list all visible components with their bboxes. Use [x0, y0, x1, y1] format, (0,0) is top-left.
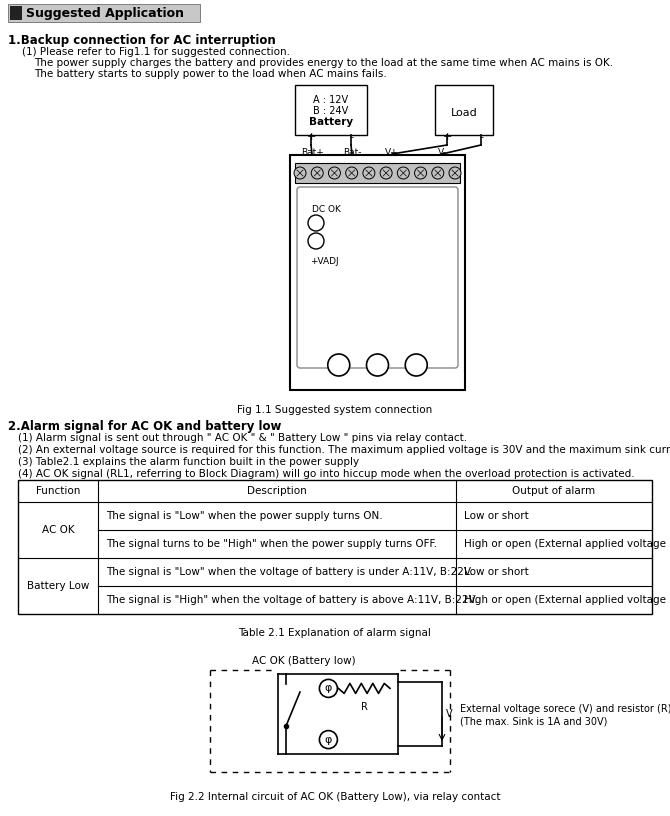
- Circle shape: [320, 680, 338, 698]
- Text: Function: Function: [36, 486, 80, 496]
- Text: Bat+: Bat+: [301, 148, 324, 157]
- Text: AC OK: AC OK: [42, 525, 74, 535]
- Text: -: -: [479, 132, 483, 142]
- Circle shape: [415, 167, 427, 179]
- Text: (1) Please refer to Fig1.1 for suggested connection.: (1) Please refer to Fig1.1 for suggested…: [22, 47, 290, 57]
- Circle shape: [366, 354, 389, 376]
- Circle shape: [363, 167, 375, 179]
- Text: B : 24V: B : 24V: [314, 106, 348, 116]
- Text: φ: φ: [325, 683, 332, 694]
- Bar: [295, 85, 367, 135]
- Text: The battery starts to supply power to the load when AC mains fails.: The battery starts to supply power to th…: [34, 69, 387, 79]
- Text: V-: V-: [438, 148, 446, 157]
- Bar: [290, 155, 465, 390]
- Circle shape: [431, 167, 444, 179]
- Text: The signal is "High" when the voltage of battery is above A:11V, B:22V.: The signal is "High" when the voltage of…: [106, 595, 478, 605]
- Text: Description: Description: [247, 486, 307, 496]
- Circle shape: [308, 215, 324, 231]
- Text: DC OK: DC OK: [312, 205, 341, 214]
- Text: Bat-: Bat-: [343, 148, 361, 157]
- FancyBboxPatch shape: [297, 187, 458, 368]
- Circle shape: [328, 167, 340, 179]
- Circle shape: [397, 167, 409, 179]
- Text: Battery Low: Battery Low: [27, 581, 89, 591]
- Bar: [18, 480, 652, 614]
- Circle shape: [328, 354, 350, 376]
- Text: 2.Alarm signal for AC OK and battery low: 2.Alarm signal for AC OK and battery low: [8, 420, 281, 433]
- Text: +VADJ: +VADJ: [310, 257, 338, 266]
- Circle shape: [380, 167, 392, 179]
- Text: The power supply charges the battery and provides energy to the load at the same: The power supply charges the battery and…: [34, 58, 613, 68]
- Bar: [295, 163, 460, 183]
- Circle shape: [294, 167, 306, 179]
- Text: Fig 1.1 Suggested system connection: Fig 1.1 Suggested system connection: [237, 405, 433, 415]
- Text: (2) An external voltage source is required for this function. The maximum applie: (2) An external voltage source is requir…: [18, 445, 670, 455]
- Text: (The max. Sink is 1A and 30V): (The max. Sink is 1A and 30V): [460, 716, 608, 726]
- Text: (3) Table2.1 explains the alarm function built in the power supply: (3) Table2.1 explains the alarm function…: [18, 457, 359, 467]
- Text: Low or short: Low or short: [464, 511, 529, 521]
- Text: V: V: [446, 709, 453, 719]
- Text: (1) Alarm signal is sent out through " AC OK " & " Battery Low " pins via relay : (1) Alarm signal is sent out through " A…: [18, 433, 467, 443]
- Text: +: +: [306, 132, 316, 142]
- Text: High or open (External applied voltage 30V max.): High or open (External applied voltage 3…: [464, 539, 670, 549]
- Text: The signal turns to be "High" when the power supply turns OFF.: The signal turns to be "High" when the p…: [106, 539, 437, 549]
- Text: +: +: [442, 132, 452, 142]
- Text: Suggested Application: Suggested Application: [26, 7, 184, 20]
- Text: External voltage sorece (V) and resistor (R): External voltage sorece (V) and resistor…: [460, 704, 670, 714]
- Text: The signal is "Low" when the voltage of battery is under A:11V, B:22V.: The signal is "Low" when the voltage of …: [106, 567, 473, 577]
- Bar: [10, 6, 22, 20]
- Text: The signal is "Low" when the power supply turns ON.: The signal is "Low" when the power suppl…: [106, 511, 383, 521]
- Text: A : 12V: A : 12V: [314, 95, 348, 105]
- Text: AC OK (Battery low): AC OK (Battery low): [252, 656, 356, 666]
- Text: Fig 2.2 Internal circuit of AC OK (Battery Low), via relay contact: Fig 2.2 Internal circuit of AC OK (Batte…: [170, 792, 500, 802]
- Circle shape: [312, 167, 323, 179]
- Text: High or open (External applied voltage 30V max.): High or open (External applied voltage 3…: [464, 595, 670, 605]
- Text: (4) AC OK signal (RL1, referring to Block Diagram) will go into hiccup mode when: (4) AC OK signal (RL1, referring to Bloc…: [18, 469, 634, 479]
- Text: Output of alarm: Output of alarm: [513, 486, 596, 496]
- Bar: [435, 85, 493, 135]
- Text: Table 2.1 Explanation of alarm signal: Table 2.1 Explanation of alarm signal: [239, 628, 431, 638]
- Circle shape: [346, 167, 358, 179]
- Text: V+: V+: [385, 148, 399, 157]
- Text: Low or short: Low or short: [464, 567, 529, 577]
- Text: -: -: [349, 132, 353, 142]
- Circle shape: [320, 730, 338, 748]
- Bar: [8, 4, 200, 22]
- Circle shape: [308, 233, 324, 249]
- Text: Load: Load: [451, 108, 477, 118]
- Circle shape: [449, 167, 461, 179]
- Text: R: R: [360, 703, 368, 712]
- Text: 1.Backup connection for AC interruption: 1.Backup connection for AC interruption: [8, 34, 276, 47]
- Circle shape: [405, 354, 427, 376]
- Text: Battery: Battery: [309, 117, 353, 127]
- Text: φ: φ: [325, 734, 332, 745]
